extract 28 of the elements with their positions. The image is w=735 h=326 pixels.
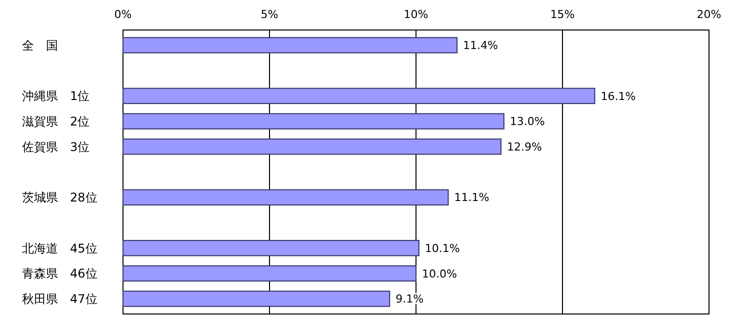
x-tick-label: 20% (696, 8, 722, 21)
y-tick-label: 滋賀県 2位 (22, 114, 90, 128)
y-tick-label: 青森県 46位 (22, 266, 98, 281)
bar (122, 290, 390, 307)
data-label: 11.1% (454, 191, 490, 204)
y-tick-label: 佐賀県 3位 (22, 140, 90, 154)
y-tick-label: 北海道 45位 (22, 241, 98, 256)
data-label: 12.9% (506, 140, 542, 154)
y-tick-label: 全 国 (22, 38, 58, 52)
x-tick-label: 5% (260, 8, 278, 21)
data-label: 13.0% (510, 115, 545, 128)
x-tick-label: 0% (114, 8, 132, 21)
bar (122, 37, 458, 54)
x-tick-label: 10% (404, 8, 428, 21)
bar (122, 265, 416, 282)
bar (122, 88, 596, 104)
x-tick-label: 15% (550, 8, 575, 21)
data-label: 16.1% (600, 90, 636, 103)
bar (122, 189, 449, 206)
y-tick-label: 沖縄県 1位 (22, 89, 90, 104)
data-label: 10.1% (424, 242, 460, 255)
y-tick-label: 秋田県 47位 (22, 292, 98, 306)
bar (122, 113, 504, 130)
y-tick-label: 茨城県 28位 (22, 190, 98, 205)
bar (122, 240, 420, 256)
data-label: 10.0% (422, 267, 457, 280)
data-label: 11.4% (463, 39, 498, 52)
bar (122, 138, 502, 155)
